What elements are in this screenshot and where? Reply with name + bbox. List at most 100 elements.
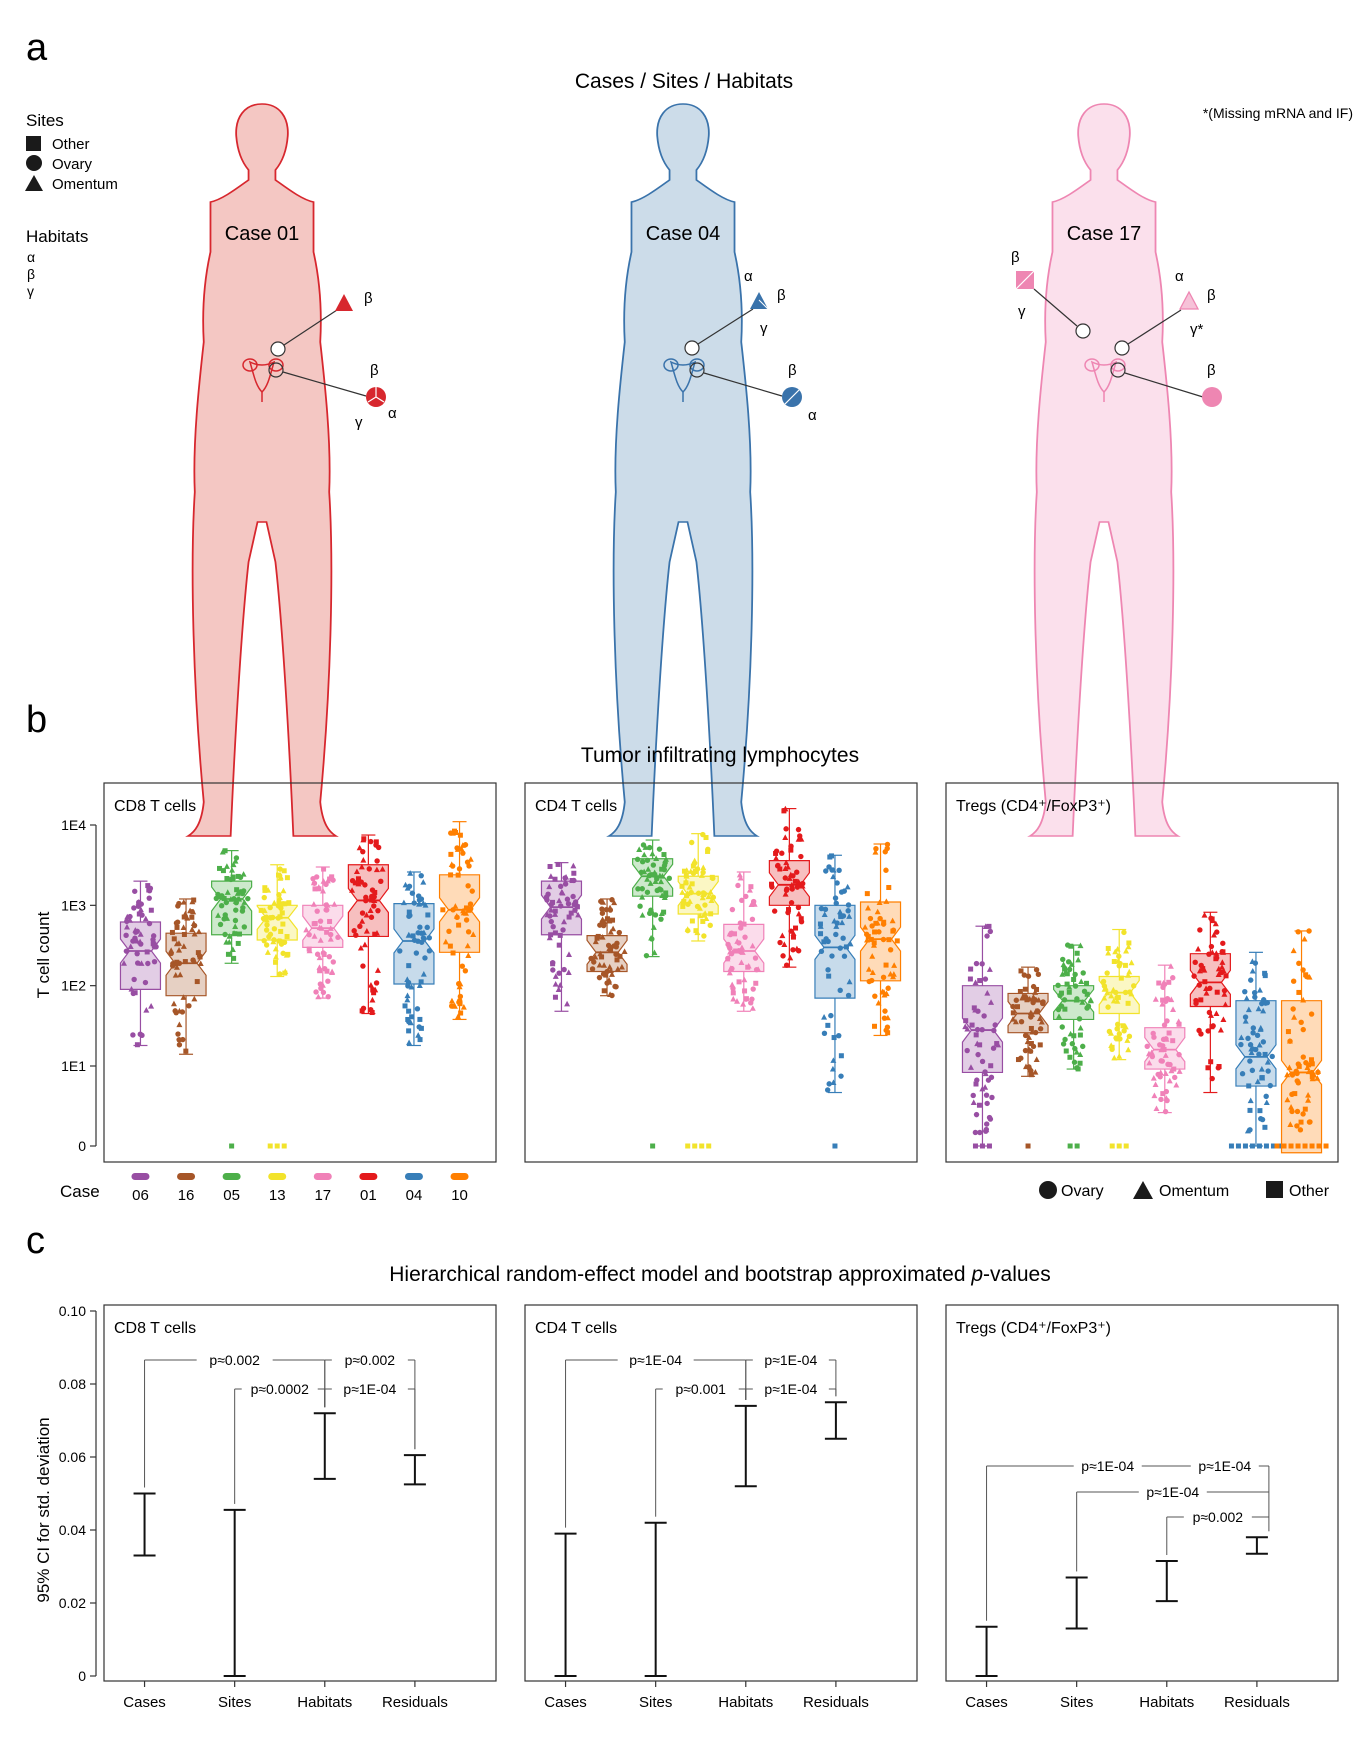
data-point bbox=[1290, 947, 1297, 954]
zero-point bbox=[1295, 1143, 1301, 1149]
data-point bbox=[280, 950, 286, 957]
data-point bbox=[1055, 1006, 1062, 1013]
data-point bbox=[818, 948, 825, 955]
data-point bbox=[836, 867, 842, 874]
habitat-alpha: α bbox=[27, 249, 35, 265]
data-point bbox=[1308, 1057, 1314, 1063]
data-point bbox=[883, 1027, 889, 1033]
panel-title: CD8 T cells bbox=[114, 798, 196, 815]
data-point bbox=[988, 999, 995, 1005]
sites-heading: Sites bbox=[26, 111, 64, 130]
data-point bbox=[414, 1006, 421, 1012]
data-point bbox=[222, 848, 228, 854]
data-point bbox=[411, 937, 418, 943]
data-point bbox=[1220, 940, 1226, 946]
data-point bbox=[284, 934, 290, 940]
c04-omentum-gamma: γ bbox=[760, 320, 768, 337]
data-point bbox=[555, 986, 562, 993]
data-point bbox=[317, 937, 324, 943]
data-point bbox=[194, 979, 200, 985]
case-swatch bbox=[313, 1173, 332, 1180]
data-point bbox=[749, 1005, 756, 1011]
data-point bbox=[650, 924, 657, 930]
data-point bbox=[215, 891, 221, 898]
data-point bbox=[1294, 1078, 1300, 1084]
data-point bbox=[415, 1032, 422, 1038]
data-point bbox=[988, 1074, 995, 1081]
data-point bbox=[124, 918, 130, 925]
case-legend-label: 04 bbox=[406, 1187, 423, 1204]
data-point bbox=[353, 868, 360, 875]
data-point bbox=[1028, 1072, 1034, 1078]
data-point bbox=[420, 929, 427, 936]
data-point bbox=[1284, 1071, 1291, 1078]
data-point bbox=[407, 870, 414, 876]
data-point bbox=[1257, 1108, 1263, 1114]
data-point bbox=[661, 909, 667, 915]
data-point bbox=[224, 889, 231, 895]
data-point bbox=[1063, 1048, 1069, 1054]
data-point bbox=[327, 935, 334, 942]
data-point bbox=[773, 855, 780, 861]
data-point bbox=[275, 915, 281, 921]
data-point bbox=[359, 918, 366, 924]
data-point bbox=[1296, 1063, 1302, 1069]
box bbox=[393, 903, 435, 985]
data-point bbox=[599, 910, 606, 916]
zero-point bbox=[229, 1143, 235, 1149]
data-point bbox=[234, 895, 241, 902]
data-point bbox=[797, 882, 803, 888]
data-point bbox=[135, 899, 142, 905]
data-point bbox=[311, 933, 318, 939]
data-point bbox=[1161, 981, 1168, 988]
data-point bbox=[1258, 1066, 1265, 1072]
data-point bbox=[1219, 959, 1226, 965]
data-point bbox=[1023, 994, 1030, 1000]
data-point bbox=[592, 938, 599, 945]
data-point bbox=[982, 1069, 988, 1075]
data-point bbox=[360, 857, 367, 863]
data-point bbox=[1262, 1051, 1268, 1057]
data-point bbox=[705, 893, 712, 900]
data-point bbox=[1126, 1033, 1133, 1040]
data-point bbox=[272, 945, 279, 952]
data-point bbox=[1289, 1072, 1296, 1078]
data-point bbox=[1290, 978, 1297, 984]
data-point bbox=[1242, 988, 1248, 995]
data-point bbox=[460, 1004, 467, 1010]
data-point bbox=[465, 883, 471, 889]
data-point bbox=[607, 918, 613, 924]
data-point bbox=[1203, 990, 1210, 996]
data-point bbox=[1215, 965, 1222, 972]
data-point bbox=[663, 890, 669, 896]
data-point bbox=[374, 967, 381, 973]
data-point bbox=[1250, 1030, 1256, 1036]
data-point bbox=[1249, 967, 1256, 974]
y-tick-label: 0.04 bbox=[59, 1522, 86, 1538]
data-point bbox=[470, 931, 477, 938]
data-point bbox=[277, 938, 284, 944]
zero-point bbox=[1309, 1143, 1315, 1149]
data-point bbox=[972, 1129, 979, 1136]
data-point bbox=[1118, 975, 1124, 981]
data-point bbox=[1081, 988, 1088, 995]
data-point bbox=[571, 877, 577, 884]
panel-a-title: Cases / Sites / Habitats bbox=[575, 70, 793, 93]
data-point bbox=[843, 944, 849, 950]
data-point bbox=[988, 1063, 994, 1069]
data-point bbox=[1152, 1081, 1159, 1088]
data-point bbox=[135, 903, 142, 909]
data-point bbox=[1300, 1054, 1306, 1060]
data-point bbox=[282, 970, 288, 976]
data-point bbox=[694, 903, 701, 910]
data-point bbox=[609, 897, 615, 903]
data-point bbox=[1294, 1108, 1301, 1115]
data-point bbox=[792, 878, 798, 884]
data-point bbox=[1066, 983, 1073, 990]
data-point bbox=[782, 865, 789, 872]
data-point bbox=[127, 913, 133, 920]
data-point bbox=[1256, 1041, 1263, 1048]
data-point bbox=[177, 971, 184, 978]
data-point bbox=[730, 985, 736, 992]
data-point bbox=[312, 886, 318, 892]
